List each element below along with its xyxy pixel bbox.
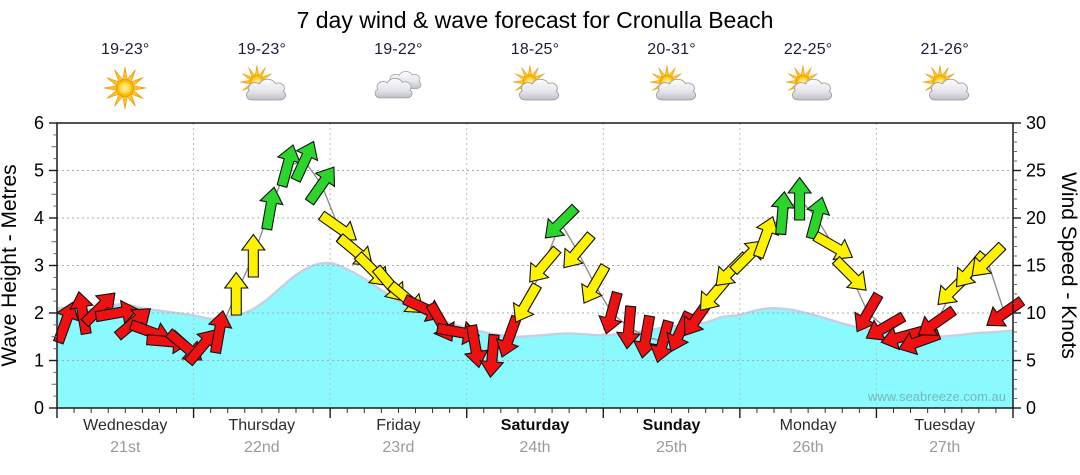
day-label: Wednesday 21st: [55, 417, 195, 457]
day-date: 25th: [655, 439, 688, 456]
svg-text:3: 3: [34, 256, 44, 276]
svg-text:0: 0: [34, 398, 44, 418]
svg-text:2: 2: [34, 303, 44, 323]
svg-text:6: 6: [34, 113, 44, 133]
svg-text:1: 1: [34, 351, 44, 371]
watermark: www.seabreeze.com.au: [867, 389, 1006, 404]
temperature-range: 19-23°: [237, 41, 287, 58]
day-name: Monday: [779, 417, 837, 434]
day-column-header: 21-26°: [885, 41, 1005, 112]
day-column-header: 22-25°: [748, 41, 868, 112]
day-label: Friday 23rd: [328, 417, 468, 457]
temperature-range: 18-25°: [510, 41, 560, 58]
day-name: Friday: [376, 417, 421, 434]
temperature-range: 19-23°: [101, 41, 150, 58]
temperature-range: 22-25°: [783, 41, 833, 58]
day-label: Thursday 22nd: [192, 417, 332, 457]
day-date: 24th: [519, 439, 551, 456]
day-date: 22nd: [244, 439, 280, 456]
svg-text:0: 0: [1026, 398, 1036, 418]
svg-text:5: 5: [34, 161, 44, 181]
temperature-range: 20-31°: [647, 41, 696, 58]
day-date: 21st: [110, 439, 141, 456]
temperature-range: 19-22°: [374, 41, 423, 58]
weather-icon-partly-cloudy: [513, 65, 560, 101]
day-column-header: 19-23°: [202, 41, 322, 112]
svg-text:15: 15: [1026, 256, 1046, 276]
day-column-header: 18-25°: [475, 41, 595, 112]
day-name: Saturday: [500, 417, 570, 434]
day-name: Wednesday: [83, 417, 168, 434]
weather-icon-partly-cloudy: [786, 65, 833, 101]
day-date: 27th: [929, 439, 961, 456]
svg-text:30: 30: [1026, 113, 1046, 133]
svg-text:Wind Speed - Knots: Wind Speed - Knots: [1057, 172, 1080, 359]
day-column-header: 19-23°: [65, 41, 185, 112]
weather-icon-partly-cloudy: [239, 65, 286, 101]
temperature-range: 21-26°: [920, 41, 969, 58]
day-label: Sunday 25th: [602, 417, 742, 457]
day-name: Sunday: [642, 417, 701, 434]
chart-title: 7 day wind & wave forecast for Cronulla …: [296, 7, 774, 33]
day-column-header: 20-31°: [612, 41, 732, 112]
day-name: Tuesday: [914, 417, 976, 434]
svg-text:10: 10: [1026, 303, 1046, 323]
svg-text:Wave Height - Metres: Wave Height - Metres: [0, 164, 21, 366]
day-label: Monday 26th: [738, 417, 878, 457]
svg-text:5: 5: [1026, 351, 1036, 371]
weather-icon-cloudy: [375, 71, 422, 99]
day-date: 23rd: [382, 439, 415, 456]
day-label: Saturday 24th: [465, 417, 605, 457]
svg-text:25: 25: [1026, 161, 1046, 181]
weather-icon-partly-cloudy: [922, 65, 969, 101]
weather-icon-partly-cloudy: [649, 65, 696, 101]
day-column-header: 19-22°: [338, 41, 458, 112]
weather-icon-sunny: [104, 66, 147, 110]
day-label: Tuesday 27th: [875, 417, 1015, 457]
day-name: Thursday: [228, 417, 296, 434]
svg-text:4: 4: [34, 208, 44, 228]
day-date: 26th: [792, 439, 824, 456]
svg-text:20: 20: [1026, 208, 1046, 228]
